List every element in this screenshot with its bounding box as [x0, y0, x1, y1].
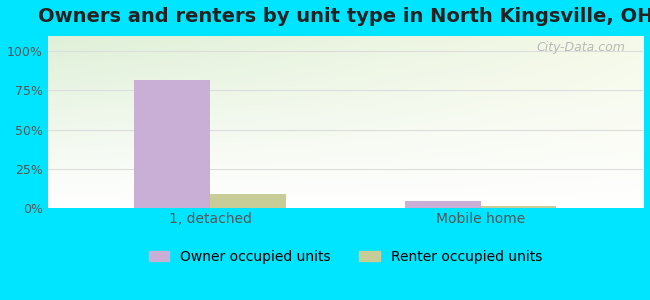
- Title: Owners and renters by unit type in North Kingsville, OH: Owners and renters by unit type in North…: [38, 7, 650, 26]
- Bar: [210, 194, 286, 208]
- Text: City-Data.com: City-Data.com: [536, 41, 625, 54]
- Bar: [135, 80, 210, 208]
- Bar: [405, 201, 481, 208]
- Legend: Owner occupied units, Renter occupied units: Owner occupied units, Renter occupied un…: [143, 244, 548, 269]
- Bar: [481, 206, 556, 208]
